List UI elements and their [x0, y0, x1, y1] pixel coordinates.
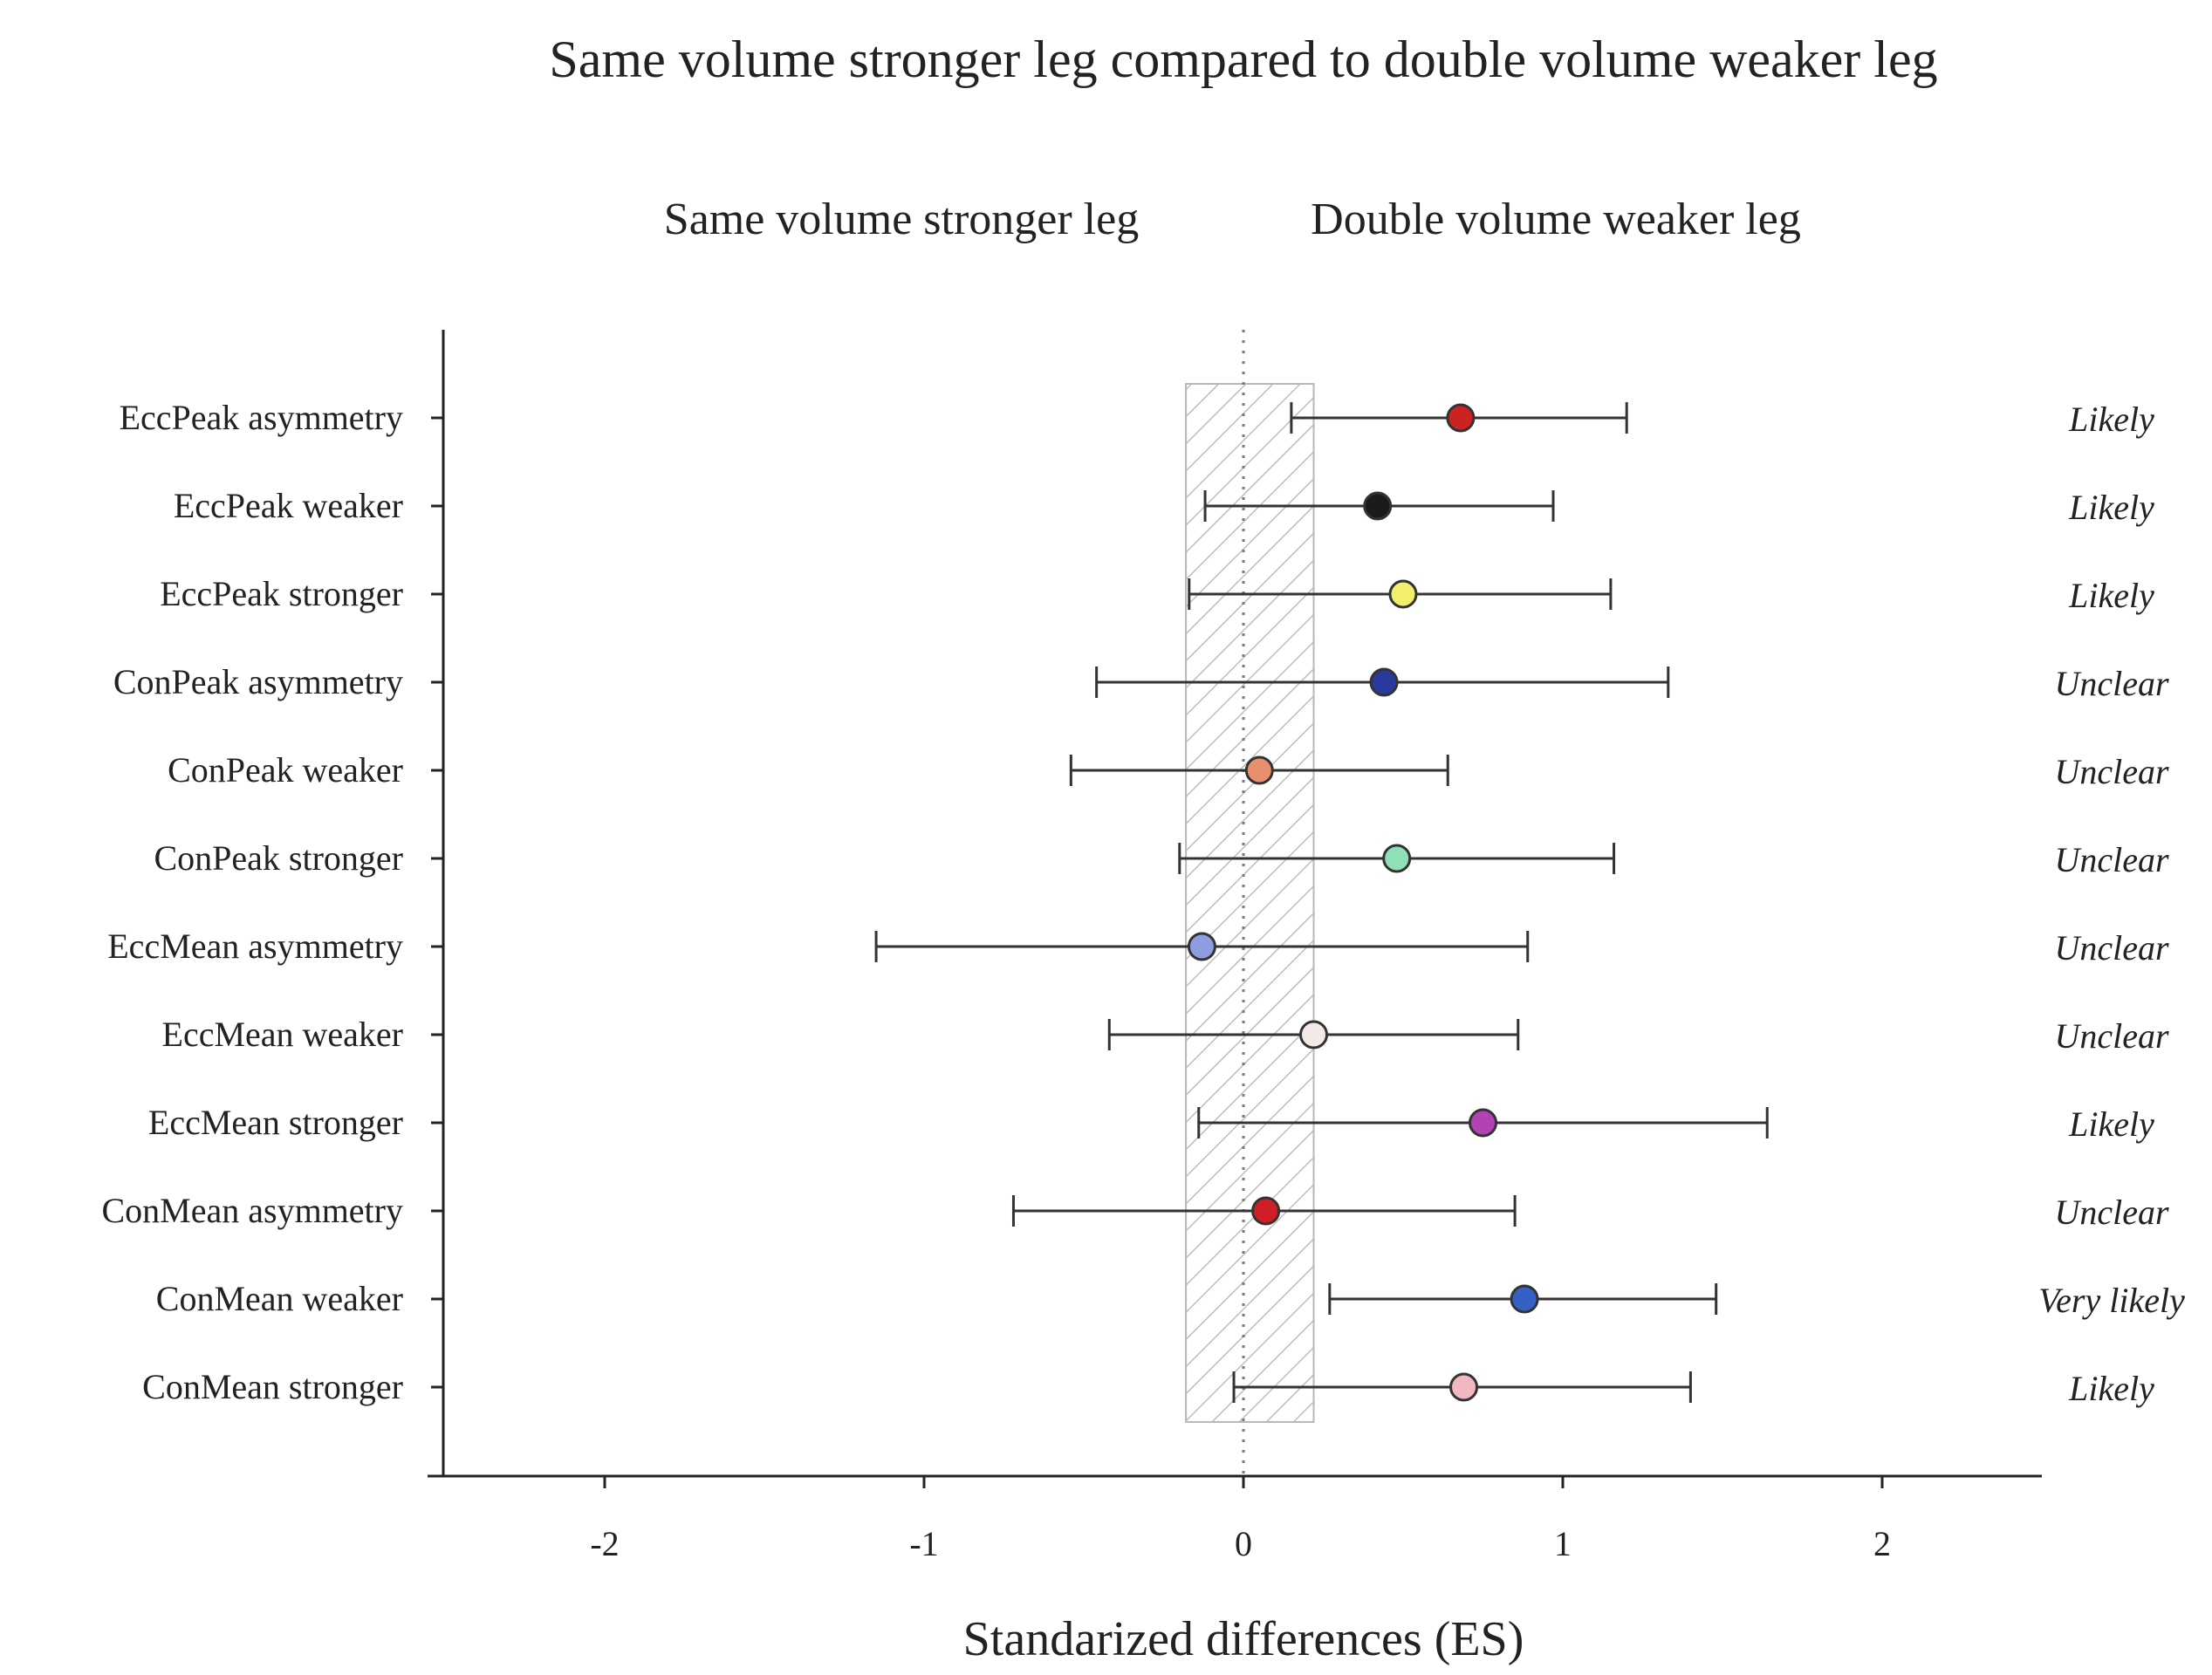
- row-label: ConPeak stronger: [154, 838, 403, 878]
- forest-row: ConMean weaker Very likely: [156, 1279, 2185, 1320]
- row-verdict: Likely: [2068, 576, 2154, 615]
- row-verdict: Likely: [2068, 1369, 2154, 1408]
- effect-size-point: [1244, 755, 1274, 785]
- row-label: ConPeak asymmetry: [113, 662, 403, 701]
- effect-size-point: [1449, 1372, 1479, 1402]
- forest-row: EccMean weaker Unclear: [162, 1015, 2169, 1056]
- x-tick-label: -2: [590, 1524, 619, 1563]
- trivial-zone: [1185, 383, 1315, 1423]
- row-label: EccMean asymmetry: [107, 926, 403, 966]
- forest-row: EccPeak asymmetry Likely: [120, 398, 2155, 439]
- row-verdict: Unclear: [2054, 664, 2169, 703]
- forest-row: EccPeak weaker Likely: [174, 486, 2154, 527]
- forest-rows: EccPeak asymmetry Likely EccPeak weaker Lik…: [102, 398, 2186, 1408]
- forest-row: EccMean asymmetry Unclear: [107, 926, 2169, 967]
- effect-size-point: [1446, 403, 1476, 433]
- forest-row: ConPeak asymmetry Unclear: [113, 662, 2169, 703]
- row-label: EccMean stronger: [148, 1103, 403, 1142]
- x-tick-label: -1: [909, 1524, 938, 1563]
- effect-size-point: [1299, 1020, 1329, 1049]
- forest-row: EccPeak stronger Likely: [160, 574, 2154, 615]
- row-label: EccPeak asymmetry: [120, 398, 403, 437]
- row-verdict: Likely: [2068, 1104, 2154, 1144]
- effect-size-point: [1382, 844, 1412, 873]
- forest-row: EccMean stronger Likely: [148, 1103, 2154, 1144]
- right-side-label: Double volume weaker leg: [1311, 195, 1801, 244]
- row-verdict: Likely: [2068, 400, 2154, 439]
- row-label: ConMean weaker: [156, 1279, 403, 1318]
- effect-size-point: [1187, 932, 1216, 961]
- effect-size-point: [1251, 1196, 1281, 1226]
- x-tick-label: 1: [1554, 1524, 1572, 1563]
- x-ticks: -2 -1 0 1 2: [590, 1476, 1891, 1563]
- effect-size-point: [1363, 491, 1393, 521]
- x-axis-label: Standarized differences (ES): [963, 1612, 1524, 1666]
- row-verdict: Unclear: [2054, 840, 2169, 879]
- forest-row: ConPeak stronger Unclear: [154, 838, 2168, 879]
- row-label: ConMean stronger: [142, 1367, 403, 1406]
- chart-title: Same volume stronger leg compared to dou…: [549, 31, 1937, 88]
- x-tick-label: 0: [1235, 1524, 1252, 1563]
- row-label: EccPeak stronger: [160, 574, 403, 613]
- x-tick-label: 2: [1873, 1524, 1891, 1563]
- forest-row: ConMean stronger Likely: [142, 1367, 2154, 1408]
- row-label: ConPeak weaker: [168, 750, 403, 790]
- row-label: ConMean asymmetry: [102, 1191, 404, 1230]
- row-verdict: Likely: [2068, 488, 2154, 527]
- effect-size-point: [1510, 1284, 1539, 1314]
- forest-row: ConPeak weaker Unclear: [168, 750, 2169, 791]
- row-verdict: Unclear: [2054, 1193, 2169, 1232]
- forest-row: ConMean asymmetry Unclear: [102, 1191, 2169, 1232]
- effect-size-point: [1469, 1108, 1497, 1138]
- row-verdict: Unclear: [2054, 1016, 2169, 1056]
- row-verdict: Very likely: [2038, 1281, 2185, 1320]
- row-label: EccPeak weaker: [174, 486, 403, 525]
- effect-size-point: [1388, 579, 1418, 609]
- left-side-label: Same volume stronger leg: [664, 195, 1139, 244]
- row-label: EccMean weaker: [162, 1015, 403, 1054]
- row-verdict: Unclear: [2054, 928, 2169, 967]
- row-verdict: Unclear: [2054, 752, 2169, 791]
- effect-size-point: [1369, 667, 1399, 697]
